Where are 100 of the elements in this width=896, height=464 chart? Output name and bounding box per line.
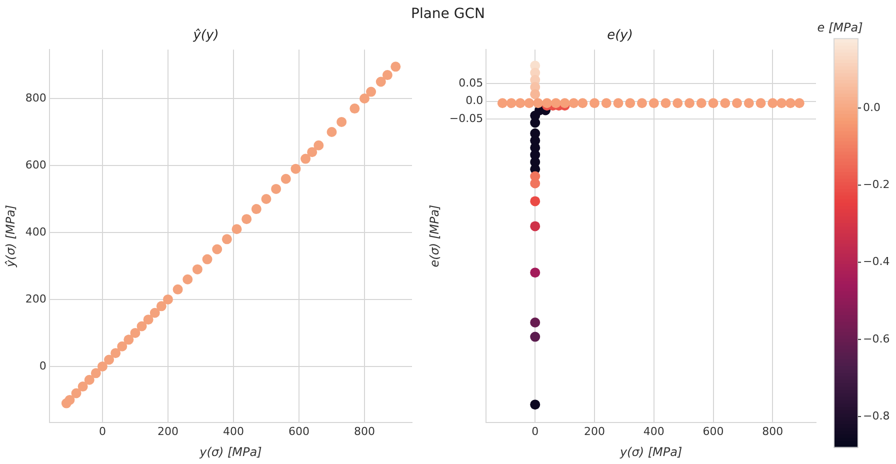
chart-title: ŷ(y)	[192, 28, 219, 44]
point	[530, 178, 540, 188]
y-tick-label: 400	[25, 225, 46, 238]
color-bar-label: 0.0	[863, 100, 880, 114]
point	[794, 98, 804, 108]
point	[613, 98, 624, 108]
x-tick-label: 0	[98, 424, 106, 438]
point	[530, 400, 540, 410]
point	[307, 147, 318, 158]
y-tick-label: 0	[39, 359, 46, 372]
x-tick-label: 400	[222, 424, 244, 438]
text: Plane GCN	[410, 6, 486, 22]
point	[271, 184, 282, 194]
point	[182, 274, 193, 284]
y-axis-title: e(σ) [MPa]	[427, 204, 442, 268]
point	[660, 98, 671, 108]
point	[110, 348, 121, 358]
point	[542, 98, 552, 108]
point	[560, 98, 570, 108]
color-bar-label: −0.6	[863, 332, 890, 346]
point	[376, 76, 386, 87]
point	[530, 89, 540, 100]
color-bar-label: −0.4	[863, 255, 890, 268]
point	[648, 98, 659, 108]
x-axis-title: y(σ) [MPa]	[198, 444, 262, 459]
point	[515, 98, 526, 108]
point	[776, 98, 787, 108]
point	[756, 98, 766, 108]
point	[261, 194, 272, 204]
point	[568, 98, 579, 108]
point	[708, 98, 718, 108]
point	[637, 98, 647, 108]
point	[143, 314, 154, 325]
y-tick-label: 200	[25, 292, 46, 306]
point	[390, 62, 401, 72]
point	[530, 118, 540, 128]
point	[350, 104, 360, 114]
chart-title: e(y)	[607, 28, 633, 44]
point	[366, 86, 376, 97]
x-tick-label: 0	[532, 424, 539, 438]
x-tick-label: 800	[354, 424, 376, 438]
point	[314, 140, 324, 150]
point	[360, 94, 370, 104]
x-tick-label: 200	[584, 424, 605, 438]
point	[172, 284, 183, 294]
point	[117, 341, 128, 352]
point	[222, 234, 232, 244]
point	[533, 98, 544, 108]
point	[290, 164, 301, 174]
point	[625, 98, 636, 108]
x-axis-title: y(σ) [MPa]	[618, 444, 682, 459]
point	[744, 98, 754, 108]
point	[696, 98, 706, 108]
color-bar-title: e [MPa]	[817, 20, 864, 35]
point	[530, 221, 540, 232]
point	[124, 334, 134, 345]
point	[97, 361, 108, 372]
point	[684, 98, 695, 108]
point	[530, 332, 540, 342]
point	[720, 98, 730, 108]
point	[530, 318, 540, 328]
point	[589, 98, 600, 108]
point	[578, 98, 588, 108]
y-axis-title: ŷ(σ) [MPa]	[3, 204, 18, 268]
y-tick-label: 600	[25, 158, 46, 172]
point	[768, 98, 778, 108]
point	[71, 388, 82, 398]
point	[104, 354, 114, 365]
point	[162, 294, 173, 304]
point	[78, 382, 88, 392]
point	[382, 70, 392, 80]
point	[530, 196, 540, 206]
point	[84, 374, 94, 385]
point	[530, 268, 540, 278]
x-tick-label: 600	[288, 424, 310, 438]
point	[90, 368, 101, 378]
point	[212, 244, 222, 254]
point	[156, 301, 166, 312]
point	[280, 174, 291, 184]
y-tick-label: −0.05	[449, 112, 484, 126]
x-tick-label: 200	[157, 424, 178, 438]
point	[232, 224, 242, 234]
point	[242, 214, 252, 224]
point	[64, 394, 75, 405]
point	[601, 98, 612, 108]
point	[300, 154, 311, 164]
point	[524, 98, 534, 108]
y-tick-label: 0.0	[466, 94, 484, 108]
point	[732, 98, 742, 108]
point	[130, 328, 140, 338]
y-tick-label: 0.05	[458, 76, 484, 90]
y-tick-label: 800	[25, 91, 46, 104]
point	[202, 254, 212, 264]
point	[785, 98, 796, 108]
point	[150, 308, 160, 318]
point	[136, 321, 147, 332]
x-tick-label: 600	[702, 424, 724, 438]
point	[336, 116, 347, 127]
point	[550, 98, 561, 108]
point	[326, 127, 337, 137]
